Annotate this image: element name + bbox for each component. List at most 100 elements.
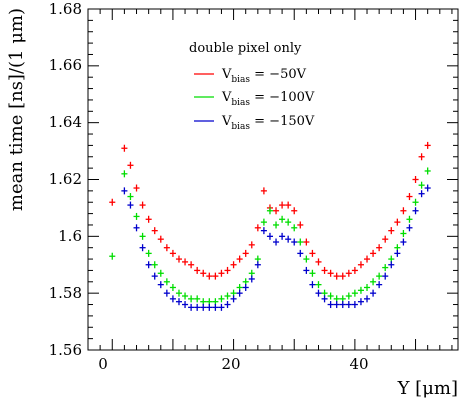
legend-label-minus150v: Vbias = −150V <box>221 114 315 132</box>
data-point-series-1-x-30 <box>291 224 298 232</box>
data-point-series-0-x-2 <box>121 144 128 152</box>
data-point-series-2-x-11 <box>175 298 183 306</box>
data-point-series-1-x-18 <box>218 295 225 303</box>
data-point-series-1-x-0 <box>109 252 116 260</box>
data-point-series-0-x-30 <box>291 207 298 215</box>
data-point-series-0-x-5 <box>139 201 146 209</box>
data-point-series-1-x-45 <box>382 264 389 272</box>
data-point-series-1-x-3 <box>127 193 134 201</box>
data-point-series-2-x-38 <box>339 301 346 309</box>
data-point-series-2-x-14 <box>194 303 201 311</box>
data-point-series-0-x-18 <box>218 269 225 277</box>
data-point-series-1-x-41 <box>357 286 364 294</box>
data-point-series-1-x-29 <box>285 218 292 226</box>
data-point-series-0-x-21 <box>236 255 243 263</box>
data-point-series-1-x-7 <box>151 261 158 269</box>
data-point-series-1-x-11 <box>175 289 183 297</box>
data-point-series-1-x-12 <box>182 292 189 300</box>
data-point-series-2-x-20 <box>230 295 237 303</box>
data-point-series-2-x-52 <box>424 184 431 192</box>
data-point-series-2-x-46 <box>388 261 395 269</box>
data-point-series-0-x-45 <box>382 235 389 243</box>
data-point-series-2-x-17 <box>212 303 219 311</box>
data-point-series-2-x-16 <box>206 303 213 311</box>
x-tick-label-40: 40 <box>349 355 368 373</box>
data-point-series-1-x-39 <box>345 292 352 300</box>
data-point-series-1-x-27 <box>273 221 280 229</box>
data-point-series-2-x-45 <box>382 272 389 280</box>
data-point-series-2-x-24 <box>254 261 261 269</box>
y-tick-label-1.6: 1.6 <box>58 227 82 245</box>
data-point-series-2-x-39 <box>345 301 352 309</box>
data-point-series-2-x-44 <box>376 281 383 289</box>
data-point-series-0-x-27 <box>273 207 280 215</box>
data-point-series-2-x-40 <box>351 301 358 309</box>
data-point-series-1-x-4 <box>133 212 140 220</box>
data-point-series-2-x-31 <box>297 249 304 257</box>
data-point-series-1-x-6 <box>145 249 152 257</box>
data-point-series-2-x-26 <box>266 232 273 240</box>
data-point-series-2-x-28 <box>279 232 286 240</box>
data-point-series-0-x-28 <box>279 201 286 209</box>
x-tick-label-20: 20 <box>221 355 240 373</box>
y-tick-label-1.66: 1.66 <box>49 56 82 74</box>
data-point-series-0-x-51 <box>418 153 425 161</box>
data-point-series-1-x-34 <box>315 281 322 289</box>
data-point-series-1-x-52 <box>424 167 431 175</box>
data-point-series-0-x-12 <box>182 258 189 266</box>
data-point-series-2-x-22 <box>242 283 249 291</box>
data-point-series-2-x-4 <box>133 224 140 232</box>
data-point-series-0-x-49 <box>406 193 413 201</box>
data-point-series-0-x-17 <box>212 272 219 280</box>
data-point-series-0-x-41 <box>357 261 364 269</box>
data-point-series-1-x-5 <box>139 232 146 240</box>
data-point-series-2-x-33 <box>309 281 316 289</box>
data-point-series-2-x-42 <box>363 295 371 303</box>
plot-frame <box>87 8 459 351</box>
data-point-series-2-x-30 <box>291 238 298 246</box>
data-point-series-1-x-25 <box>260 218 267 226</box>
data-point-series-2-x-2 <box>121 187 128 195</box>
data-point-series-2-x-29 <box>285 235 292 243</box>
data-point-series-2-x-37 <box>333 301 340 309</box>
data-point-series-2-x-48 <box>400 238 407 246</box>
y-axis-title: mean time [ns]/(1 μm) <box>6 8 27 211</box>
data-point-series-0-x-32 <box>303 238 310 246</box>
data-point-series-0-x-40 <box>351 266 358 274</box>
legend-label-minus100v: Vbias = −100V <box>221 90 315 108</box>
y-tick-label-1.62: 1.62 <box>49 170 82 188</box>
data-point-series-1-x-32 <box>303 255 310 263</box>
x-axis-title: Y [μm] <box>397 378 458 399</box>
data-point-series-2-x-9 <box>163 289 170 297</box>
data-point-series-2-x-19 <box>224 301 231 309</box>
y-tick-label-1.56: 1.56 <box>49 341 82 359</box>
data-point-series-2-x-49 <box>406 224 413 232</box>
x-tick-label-0: 0 <box>98 355 108 373</box>
data-point-series-1-x-49 <box>406 215 413 223</box>
data-point-series-2-x-27 <box>273 238 280 246</box>
data-point-series-2-x-10 <box>169 295 176 303</box>
data-point-series-0-x-20 <box>230 261 237 269</box>
data-point-series-0-x-44 <box>376 244 383 252</box>
data-point-series-0-x-47 <box>394 218 401 226</box>
data-point-series-2-x-8 <box>157 281 164 289</box>
data-point-series-1-x-14 <box>194 295 201 303</box>
data-point-series-0-x-8 <box>157 235 164 243</box>
data-point-series-2-x-34 <box>315 289 322 297</box>
data-point-series-0-x-0 <box>109 198 116 206</box>
data-point-series-2-x-36 <box>327 301 334 309</box>
y-tick-label-1.68: 1.68 <box>49 0 82 18</box>
data-point-series-2-x-12 <box>182 301 189 309</box>
data-point-series-0-x-37 <box>333 272 340 280</box>
axis-ticks <box>87 8 458 351</box>
data-point-series-0-x-50 <box>412 176 419 183</box>
data-point-series-1-x-40 <box>351 289 358 297</box>
data-point-series-0-x-35 <box>321 266 328 274</box>
data-point-series-0-x-7 <box>151 227 158 235</box>
data-point-series-0-x-36 <box>327 269 334 277</box>
data-point-series-0-x-4 <box>133 184 140 192</box>
y-tick-label-1.58: 1.58 <box>49 284 82 302</box>
data-point-series-1-x-50 <box>412 198 419 206</box>
data-point-series-0-x-29 <box>285 201 292 209</box>
